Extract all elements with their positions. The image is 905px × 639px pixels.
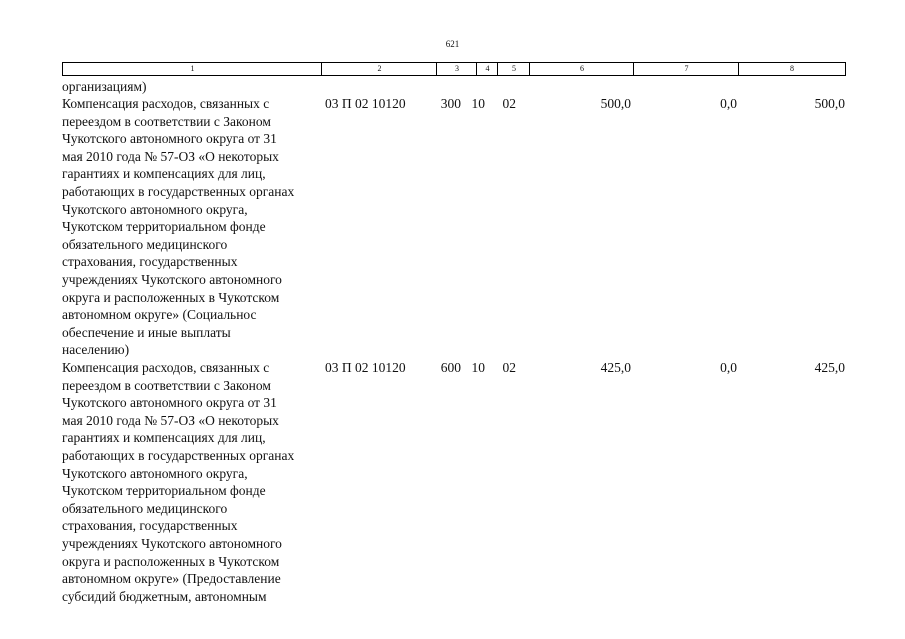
row-name-line: Чукотского автономного округа от 31 [62, 131, 277, 147]
row-name-line: округа и расположенных в Чукотском [62, 553, 280, 569]
header-cell: 1 [62, 62, 322, 76]
row-name-line: субсидий бюджетным, автономным [62, 588, 267, 604]
row-name-line: Чукотского автономного округа, [62, 465, 248, 481]
row-name-line: обязательного медицинского [62, 236, 228, 252]
header-cell: 2 [321, 62, 437, 76]
header-cell: 5 [497, 62, 530, 76]
row-name-line: работающих в государственных органах [62, 448, 295, 463]
row-cell: 02 [502, 96, 517, 111]
row-name-line: обеспечение и иные выплаты [62, 324, 231, 340]
header-cell: 8 [738, 62, 846, 76]
row-cell: 10 [471, 360, 486, 375]
row-name-line: мая 2010 года № 57-ОЗ «О некоторых [62, 412, 279, 428]
row-name-line: работающих в государственных органах [62, 184, 295, 199]
row-cell: 03 П 02 10120 [325, 360, 406, 375]
row-cell: 500,0 [600, 96, 631, 111]
row-cell: 300 [440, 96, 461, 111]
row-name-line: Чукотского автономного округа от 31 [62, 395, 277, 411]
row-name-line: Компенсация расходов, связанных с [62, 360, 270, 375]
row-cell: 600 [440, 360, 461, 375]
row-name-line: мая 2010 года № 57-ОЗ «О некоторых [62, 148, 279, 164]
row-name-line: обязательного медицинского [62, 500, 228, 516]
row-cell: 0,0 [720, 360, 737, 375]
row-name-line: учреждениях Чукотского автономного [62, 536, 282, 551]
row-name-line: Чукотском территориальном фонде [62, 483, 266, 499]
row-name-line: переездом в соответствии с Законом [62, 377, 271, 393]
row-cell: 425,0 [600, 360, 631, 375]
row-name-line: населению) [62, 342, 130, 358]
header-cell: 3 [436, 62, 477, 76]
row-cell: 500,0 [814, 96, 845, 111]
row-name-line: округа и расположенных в Чукотском [62, 289, 280, 305]
row-name-line: переездом в соответствии с Законом [62, 113, 271, 129]
row-name-line: Компенсация расходов, связанных с [62, 96, 270, 111]
header-cell: 6 [529, 62, 634, 76]
row-cell: 425,0 [814, 360, 845, 375]
row-name-line: автономном округе» (Предоставление [62, 571, 281, 587]
continuation-text: организациям) [62, 79, 147, 94]
row-cell: 02 [502, 360, 517, 375]
row-name-line: учреждениях Чукотского автономного [62, 272, 282, 287]
row-name-line: гарантиях и компенсациях для лиц, [62, 166, 266, 182]
row-cell: 10 [471, 96, 486, 111]
row-name-line: гарантиях и компенсациях для лиц, [62, 430, 266, 446]
row-name-line: Чукотского автономного округа, [62, 201, 248, 217]
header-cell: 4 [476, 62, 498, 76]
row-name-line: страхования, государственных [62, 254, 238, 270]
row-name-line: страхования, государственных [62, 518, 238, 534]
row-name-line: Чукотском территориальном фонде [62, 219, 266, 235]
page-number: 621 [445, 39, 460, 49]
header-cell: 7 [633, 62, 739, 76]
row-cell: 03 П 02 10120 [325, 96, 406, 111]
row-name-line: автономном округе» (Социальнос [62, 307, 257, 323]
row-cell: 0,0 [720, 96, 737, 111]
